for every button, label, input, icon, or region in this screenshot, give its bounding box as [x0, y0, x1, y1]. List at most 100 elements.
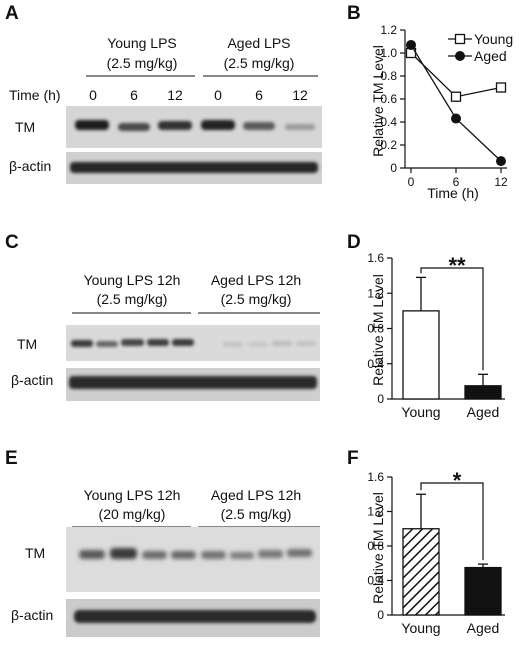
blot-band [118, 123, 150, 131]
b-data-point [451, 113, 461, 124]
blot-band [79, 550, 105, 559]
a-time-tick: 12 [167, 87, 183, 103]
panel-letter-f: F [347, 448, 359, 469]
a-row-actin: β-actin [9, 158, 51, 174]
blot-band [69, 376, 317, 389]
blot-band [287, 549, 312, 557]
blot-band [70, 162, 318, 173]
b-ytick-label: 0 [390, 161, 397, 175]
a-time-tick: 6 [130, 87, 138, 103]
b-data-point [406, 39, 416, 50]
blot-band [121, 339, 144, 346]
blot-band [201, 120, 235, 130]
d-category-label: Aged [467, 404, 500, 420]
blot-band [142, 551, 167, 559]
a-blot-tm [66, 106, 322, 148]
d-ytick-label: 1.2 [367, 286, 384, 300]
a-time-tick: 6 [255, 87, 263, 103]
f-bar [464, 566, 502, 616]
blot-band [71, 340, 93, 347]
e-row-actin: β-actin [11, 607, 53, 623]
c-blot-actin [66, 368, 320, 401]
chart-b: Relative TM Level Time (h) 0 0.2 0.4 0.6 0.8… [370, 23, 513, 201]
b-ytick-label: 1.0 [380, 46, 397, 60]
b-xtick-label: 6 [453, 175, 460, 189]
c-group2-dose: (2.5 mg/kg) [221, 291, 292, 307]
f-ytick-label: 0 [377, 608, 384, 622]
blot-band [248, 342, 268, 347]
panel-letter-e: E [5, 448, 18, 469]
a-group1-label: Young LPS [107, 35, 177, 51]
f-ytick-label: 0.4 [367, 574, 384, 588]
b-data-point [495, 82, 507, 93]
c-blot-tm [66, 325, 320, 361]
d-ytick-label: 0.8 [367, 322, 384, 336]
a-row-tm: TM [15, 119, 35, 135]
c-group1-label: Young LPS 12h [84, 272, 181, 288]
c-group2-label: Aged LPS 12h [211, 272, 301, 288]
b-ytick-label: 1.2 [380, 23, 397, 37]
blot-band [230, 552, 254, 559]
b-data-point [450, 91, 462, 102]
b-xtick-label: 12 [494, 175, 508, 189]
b-legend-marker [455, 51, 465, 61]
b-legend-label: Aged [474, 48, 507, 64]
f-ytick-label: 0.8 [367, 539, 384, 553]
c-row-actin: β-actin [11, 372, 53, 388]
a-blot-actin [66, 152, 322, 184]
e-group2-label: Aged LPS 12h [211, 487, 301, 503]
b-ytick-label: 0.4 [380, 115, 397, 129]
panel-letter-a: A [5, 3, 19, 24]
b-xtick-label: 0 [408, 175, 415, 189]
f-significance: * [453, 468, 462, 493]
d-category-label: Young [401, 404, 440, 420]
d-ytick-label: 1.6 [367, 251, 384, 265]
blot-band [272, 341, 292, 346]
blot-band [75, 120, 109, 130]
chart-f: Relative TM Level * 0 0.4 0.8 1.2 1.6 Young Ag… [367, 468, 505, 636]
a-time-tick: 12 [292, 87, 308, 103]
a-time-label: Time (h) [9, 87, 61, 103]
e-group1-dose: (20 mg/kg) [99, 506, 166, 522]
d-bar [464, 385, 502, 400]
e-group2-dose: (2.5 mg/kg) [221, 506, 292, 522]
blot-band [147, 339, 169, 346]
e-group1-label: Young LPS 12h [84, 487, 181, 503]
blot-band [201, 551, 226, 559]
e-row-tm: TM [25, 545, 45, 561]
d-bar [402, 310, 440, 400]
blot-band [171, 551, 196, 559]
b-data-point [496, 156, 506, 167]
a-group2-dose: (2.5 mg/kg) [224, 55, 295, 71]
blot-background [66, 527, 320, 592]
panel-letter-b: B [347, 3, 361, 24]
a-time-ticks: 0 6 12 0 6 12 [89, 87, 308, 103]
blot-band [296, 341, 316, 346]
f-category-label: Aged [467, 620, 500, 636]
blot-band [223, 342, 243, 347]
panel-letter-c: C [5, 232, 19, 253]
c-group1-dose: (2.5 mg/kg) [97, 291, 168, 307]
blot-band [74, 610, 316, 623]
d-significance-bracket [420, 267, 484, 371]
d-ytick-label: 0.4 [367, 357, 384, 371]
b-legend-marker [454, 33, 466, 45]
blot-band [96, 341, 118, 347]
f-significance-bracket [420, 482, 484, 561]
c-row-tm: TM [17, 336, 37, 352]
b-ytick-label: 0.2 [380, 138, 397, 152]
blot-band [110, 548, 137, 559]
a-time-tick: 0 [214, 87, 222, 103]
d-significance: ** [448, 253, 466, 278]
blot-band [258, 550, 283, 558]
blot-band [158, 121, 192, 130]
e-blot-actin [66, 599, 320, 637]
d-ytick-label: 0 [377, 392, 384, 406]
f-ytick-label: 1.2 [367, 505, 384, 519]
e-blot-tm [66, 527, 320, 592]
d-ylabel: Relative TM Level [370, 274, 386, 386]
b-ylabel: Relative TM Level [370, 45, 386, 157]
f-category-label: Young [401, 620, 440, 636]
f-ytick-label: 1.6 [367, 470, 384, 484]
